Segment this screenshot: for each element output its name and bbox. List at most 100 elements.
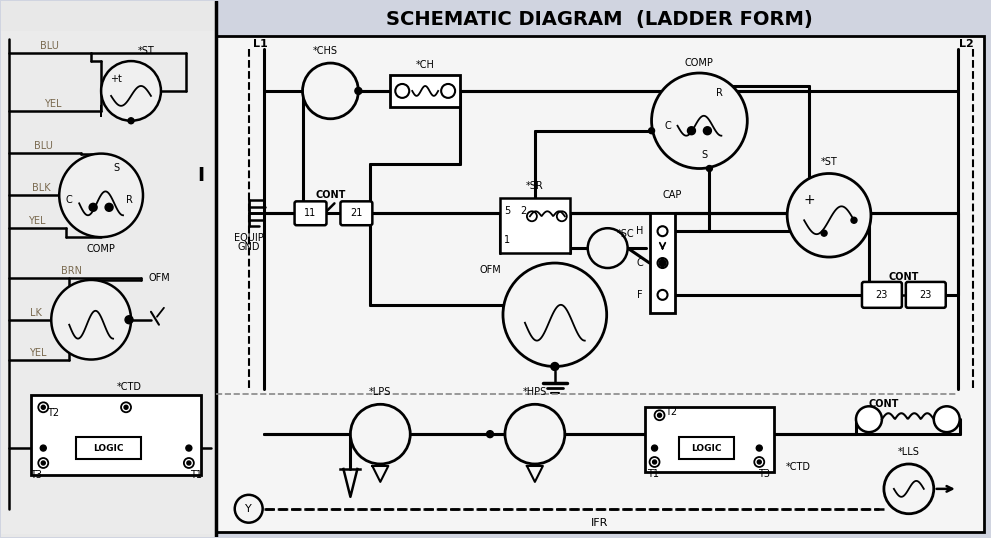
Text: H: H — [636, 226, 643, 236]
Text: CAP: CAP — [663, 190, 682, 200]
Text: S: S — [113, 162, 119, 173]
Circle shape — [235, 495, 263, 523]
Circle shape — [121, 402, 131, 412]
Text: BLU: BLU — [34, 140, 53, 151]
Circle shape — [659, 259, 666, 266]
Text: T3: T3 — [31, 470, 43, 480]
Circle shape — [658, 413, 662, 417]
Circle shape — [128, 118, 134, 124]
Circle shape — [41, 445, 47, 451]
Circle shape — [787, 173, 871, 257]
Circle shape — [756, 445, 762, 451]
Text: T1: T1 — [646, 469, 659, 479]
Text: GND: GND — [238, 242, 260, 252]
Circle shape — [351, 404, 410, 464]
Circle shape — [754, 457, 764, 467]
Circle shape — [557, 211, 567, 221]
Circle shape — [822, 230, 827, 236]
Circle shape — [658, 290, 668, 300]
Text: T3: T3 — [758, 469, 770, 479]
Text: IFR: IFR — [591, 518, 608, 528]
Circle shape — [649, 457, 660, 467]
Text: YEL: YEL — [28, 216, 45, 226]
Text: LOGIC: LOGIC — [93, 443, 123, 452]
Circle shape — [704, 127, 712, 134]
Text: EQUIP: EQUIP — [234, 233, 264, 243]
Text: 23: 23 — [876, 290, 888, 300]
Circle shape — [125, 316, 133, 324]
Text: T2: T2 — [665, 407, 678, 417]
Text: OFM: OFM — [479, 265, 500, 275]
Circle shape — [101, 61, 161, 121]
Text: +: + — [804, 193, 815, 207]
Circle shape — [105, 203, 113, 211]
Text: LK: LK — [31, 308, 43, 318]
Text: C: C — [636, 258, 643, 268]
Bar — [390, 75, 460, 107]
Circle shape — [487, 430, 494, 437]
Circle shape — [651, 73, 747, 168]
FancyBboxPatch shape — [862, 282, 902, 308]
Circle shape — [707, 166, 713, 172]
Text: T2: T2 — [48, 408, 59, 418]
Text: Y: Y — [246, 504, 252, 514]
Circle shape — [588, 228, 627, 268]
Circle shape — [42, 405, 46, 409]
Text: SCHEMATIC DIAGRAM  (LADDER FORM): SCHEMATIC DIAGRAM (LADDER FORM) — [386, 10, 813, 29]
FancyBboxPatch shape — [294, 201, 326, 225]
Text: 5: 5 — [503, 206, 510, 216]
Circle shape — [654, 410, 665, 420]
Circle shape — [884, 464, 934, 514]
Circle shape — [652, 460, 657, 464]
Text: I: I — [197, 166, 204, 185]
Circle shape — [503, 263, 606, 366]
FancyBboxPatch shape — [341, 201, 373, 225]
Circle shape — [42, 461, 46, 465]
Circle shape — [851, 217, 857, 223]
Circle shape — [124, 405, 128, 409]
Circle shape — [658, 226, 668, 236]
Text: *ST: *ST — [821, 157, 837, 167]
Bar — [649, 213, 676, 313]
Text: COMP: COMP — [685, 58, 714, 68]
Text: 1: 1 — [503, 235, 510, 245]
Text: *CTD: *CTD — [786, 462, 812, 472]
Bar — [76, 437, 141, 459]
Text: BRN: BRN — [60, 266, 81, 276]
Circle shape — [688, 127, 696, 134]
Text: L1: L1 — [254, 39, 268, 49]
Text: *CHS: *CHS — [313, 46, 338, 56]
Text: R: R — [716, 88, 722, 98]
Text: CONT: CONT — [889, 272, 919, 282]
Circle shape — [302, 63, 359, 119]
Text: F: F — [637, 290, 642, 300]
Text: BLK: BLK — [32, 183, 51, 194]
Text: *LPS: *LPS — [369, 387, 391, 398]
Text: LOGIC: LOGIC — [691, 443, 721, 452]
Text: T1: T1 — [190, 470, 202, 480]
Text: *CH: *CH — [416, 60, 435, 70]
Bar — [216, 36, 984, 532]
Bar — [32, 395, 201, 475]
Text: YEL: YEL — [45, 99, 62, 109]
Circle shape — [527, 211, 537, 221]
Circle shape — [186, 445, 192, 451]
Text: *CTD: *CTD — [117, 383, 142, 392]
Bar — [500, 199, 570, 253]
Text: CONT: CONT — [869, 399, 899, 409]
Text: CONT: CONT — [315, 190, 346, 200]
Circle shape — [39, 458, 49, 468]
Circle shape — [89, 203, 97, 211]
Text: R: R — [126, 195, 133, 206]
Text: 2: 2 — [520, 206, 526, 216]
Circle shape — [934, 406, 959, 432]
Text: L2: L2 — [959, 39, 974, 49]
Text: COMP: COMP — [86, 244, 116, 254]
Bar — [1, 31, 214, 534]
Text: 21: 21 — [350, 208, 363, 218]
Circle shape — [856, 406, 882, 432]
Text: *ST: *ST — [138, 46, 155, 56]
Text: *SR: *SR — [526, 181, 544, 192]
FancyBboxPatch shape — [906, 282, 945, 308]
Text: C: C — [664, 121, 671, 131]
